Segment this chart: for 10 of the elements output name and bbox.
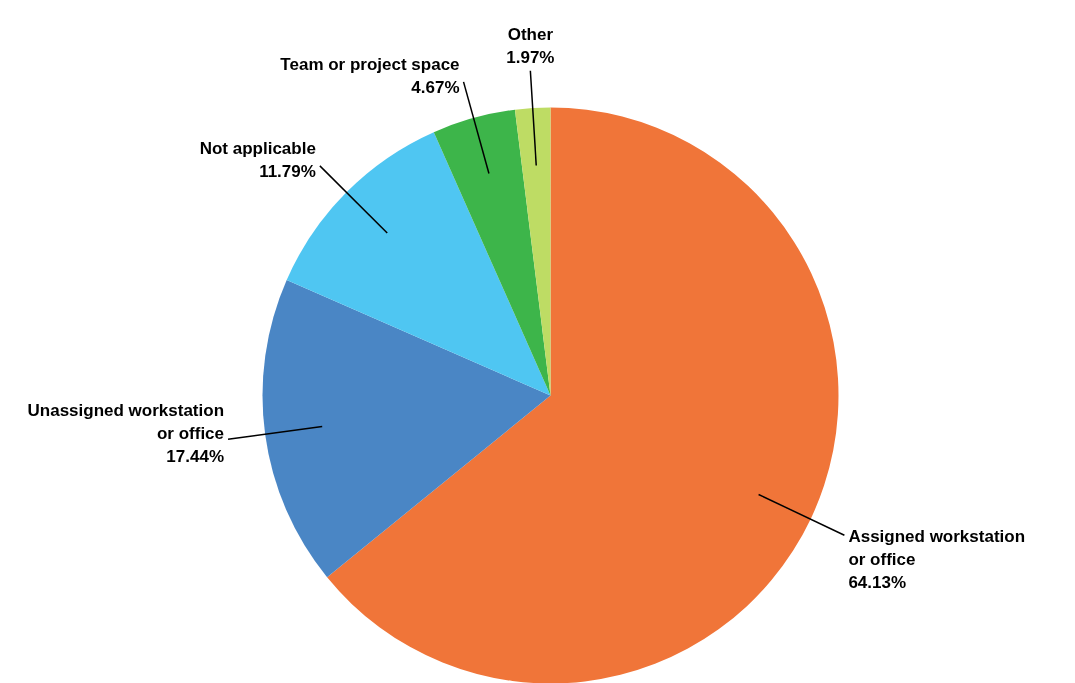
data-label: 17.44% bbox=[166, 446, 225, 466]
data-label: 1.97% bbox=[506, 47, 555, 67]
data-label: 4.67% bbox=[411, 77, 460, 97]
slice-label: Team or project space bbox=[280, 54, 460, 74]
slice-label: Other bbox=[507, 24, 554, 44]
data-label: 11.79% bbox=[259, 161, 316, 181]
slice-label: Not applicable bbox=[199, 138, 316, 158]
data-label: 64.13% bbox=[848, 572, 907, 592]
slice-label: Unassigned workstation or office bbox=[27, 401, 225, 443]
slice-label: Assigned workstation or office bbox=[848, 526, 1026, 569]
